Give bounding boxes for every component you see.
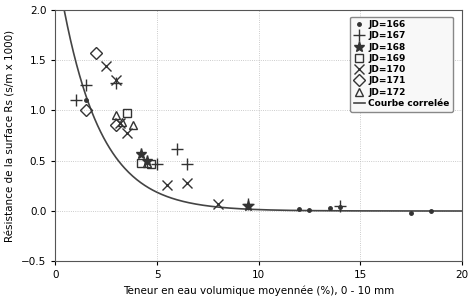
Y-axis label: Résistance de la surface Rs (s/m x 1000): Résistance de la surface Rs (s/m x 1000)	[6, 29, 16, 242]
X-axis label: Teneur en eau volumique moyennée (%), 0 - 10 mm: Teneur en eau volumique moyennée (%), 0 …	[123, 286, 394, 297]
Legend: JD=166, JD=167, JD=168, JD=169, JD=170, JD=171, JD=172, Courbe correlée: JD=166, JD=167, JD=168, JD=169, JD=170, …	[350, 17, 453, 112]
